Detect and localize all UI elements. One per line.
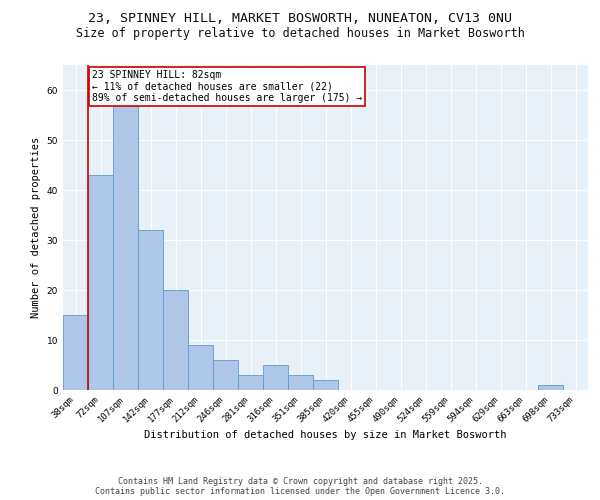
Bar bbox=[163, 290, 188, 390]
Text: 23 SPINNEY HILL: 82sqm
← 11% of detached houses are smaller (22)
89% of semi-det: 23 SPINNEY HILL: 82sqm ← 11% of detached… bbox=[92, 70, 362, 103]
Text: Contains HM Land Registry data © Crown copyright and database right 2025.
Contai: Contains HM Land Registry data © Crown c… bbox=[95, 476, 505, 496]
Bar bbox=[313, 380, 338, 390]
Bar bbox=[238, 375, 263, 390]
Bar bbox=[188, 345, 213, 390]
Bar bbox=[538, 385, 563, 390]
Bar bbox=[213, 360, 238, 390]
Y-axis label: Number of detached properties: Number of detached properties bbox=[31, 137, 41, 318]
Bar bbox=[263, 365, 288, 390]
Text: 23, SPINNEY HILL, MARKET BOSWORTH, NUNEATON, CV13 0NU: 23, SPINNEY HILL, MARKET BOSWORTH, NUNEA… bbox=[88, 12, 512, 26]
Bar bbox=[88, 175, 113, 390]
Text: Size of property relative to detached houses in Market Bosworth: Size of property relative to detached ho… bbox=[76, 28, 524, 40]
Bar bbox=[288, 375, 313, 390]
Bar bbox=[138, 230, 163, 390]
X-axis label: Distribution of detached houses by size in Market Bosworth: Distribution of detached houses by size … bbox=[144, 430, 507, 440]
Bar bbox=[63, 315, 88, 390]
Bar bbox=[113, 100, 138, 390]
